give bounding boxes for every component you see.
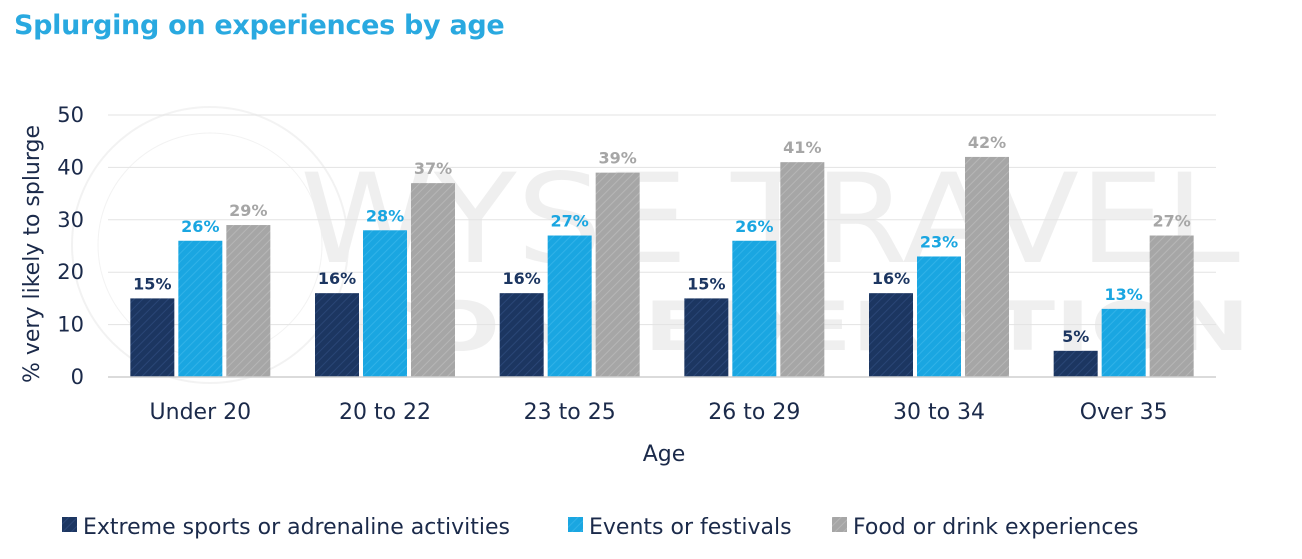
x-category-label: 20 to 22 [339,400,431,425]
bar [684,298,729,377]
bar [595,172,640,377]
legend: Extreme sports or adrenaline activities E… [62,515,1138,540]
legend-swatch [568,517,583,532]
gridlines [108,114,1216,326]
bar [547,235,592,377]
bar [411,183,455,377]
bar [917,256,961,377]
bar [780,162,825,377]
bar [869,293,913,377]
x-category-label: 23 to 25 [524,400,616,425]
data-label: 15% [133,274,171,293]
data-label: 28% [366,206,404,225]
data-label: 16% [318,269,356,288]
data-label: 16% [503,269,541,288]
x-category-label: Under 20 [150,400,252,425]
data-label: 29% [229,201,267,220]
bar [1149,235,1194,377]
bar [965,156,1009,377]
x-axis-title: Age [643,442,686,467]
bar [732,240,777,377]
data-label: 23% [920,232,958,251]
data-labels: 15% 26% 29% 16% 28% 37% 16% 27% 39% 15% 26% 41% 16% 2… [133,133,1191,346]
x-category-label: 30 to 34 [893,400,985,425]
bar [1053,350,1098,377]
x-axis-categories: Under 20 20 to 22 23 to 25 26 to 29 30 to 34… [150,400,1168,425]
y-tick-label: 30 [57,208,84,232]
data-label: 37% [414,159,452,178]
bar [315,293,359,377]
data-label: 15% [687,274,725,293]
data-label: 27% [551,212,589,231]
y-tick-label: 50 [57,103,84,127]
legend-label: Events or festivals [589,515,792,540]
x-category-label: Over 35 [1080,400,1168,425]
data-label: 41% [783,138,821,157]
bar [363,230,407,377]
bar [1101,308,1146,377]
y-tick-label: 40 [57,155,84,179]
legend-label: Extreme sports or adrenaline activities [83,515,510,540]
legend-swatch [62,517,77,532]
y-tick-label: 10 [57,313,84,337]
y-tick-label: 0 [71,365,84,389]
data-label: 42% [968,133,1006,152]
data-label: 13% [1105,285,1143,304]
bars [130,156,1194,377]
y-tick-label: 20 [57,260,84,284]
data-label: 26% [735,217,773,236]
data-label: 16% [872,269,910,288]
chart-title: Splurging on experiences by age [14,10,505,41]
x-category-label: 26 to 29 [708,400,800,425]
y-axis-ticks: 0 10 20 30 40 50 [57,103,84,389]
data-label: 39% [599,149,637,168]
data-label: 27% [1153,212,1191,231]
data-label: 5% [1062,327,1089,346]
legend-swatch [832,517,847,532]
bar [130,298,175,377]
bar [178,240,223,377]
data-label: 26% [181,217,219,236]
y-axis-title: % very likely to splurge [20,125,45,383]
legend-label: Food or drink experiences [853,515,1138,540]
bar [499,293,544,377]
bar [226,225,271,377]
